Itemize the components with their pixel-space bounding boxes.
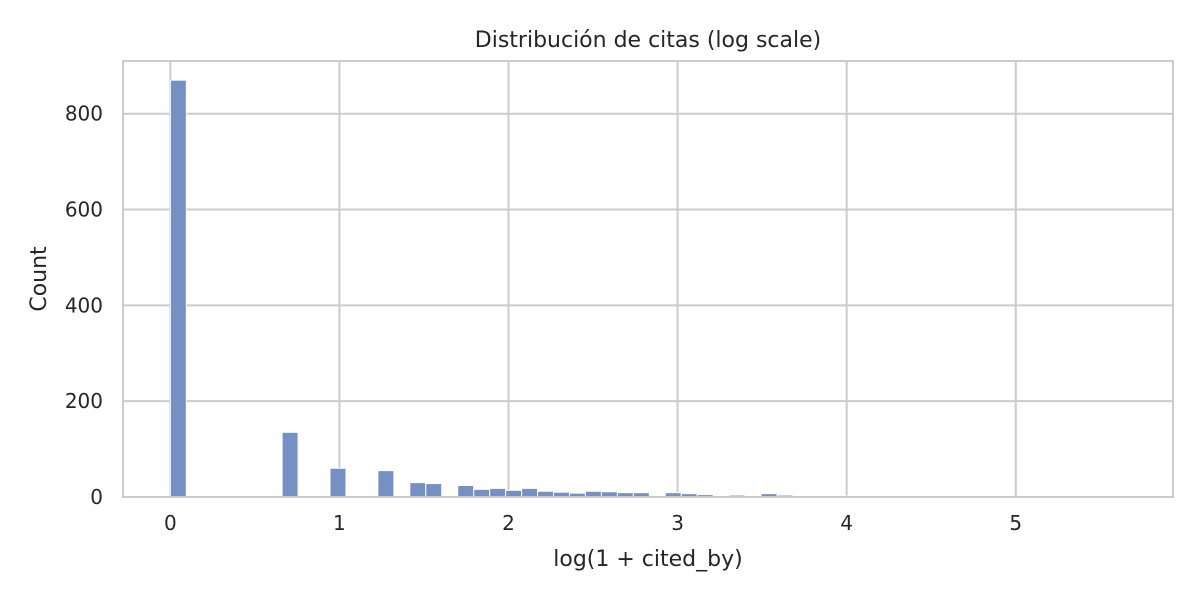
y-tick-label-1: 200 <box>65 389 103 413</box>
x-axis-label: log(1 + cited_by) <box>553 547 742 572</box>
histogram-bar <box>377 470 395 498</box>
x-tick-label-0: 0 <box>164 511 177 535</box>
histogram-bar <box>473 488 491 498</box>
histogram-bar <box>457 485 475 498</box>
y-tick-label-0: 0 <box>90 485 103 509</box>
histogram-bar <box>489 487 507 498</box>
histogram-bar <box>409 482 427 498</box>
y-axis-label: Count <box>27 246 52 312</box>
x-tick-label-4: 4 <box>840 511 853 535</box>
histogram-bar <box>521 487 539 498</box>
x-tick-label-5: 5 <box>1009 511 1022 535</box>
x-axis-ticks: 0 1 2 3 4 5 <box>164 511 1022 535</box>
y-tick-label-3: 600 <box>65 198 103 222</box>
y-tick-label-2: 400 <box>65 293 103 317</box>
histogram-bar <box>281 431 299 498</box>
x-tick-label-3: 3 <box>671 511 684 535</box>
chart-title: Distribución de citas (log scale) <box>475 28 821 53</box>
grid <box>123 61 1173 498</box>
histogram-bar <box>329 467 347 498</box>
plot-area-frame <box>122 60 1174 498</box>
histogram-bar <box>505 489 523 498</box>
histogram-bars <box>169 79 1145 498</box>
x-tick-label-1: 1 <box>333 511 346 535</box>
y-axis-ticks: 0 200 400 600 800 <box>65 102 103 509</box>
x-tick-label-2: 2 <box>502 511 515 535</box>
histogram-bar <box>169 79 187 498</box>
histogram-bar <box>425 483 443 498</box>
y-tick-label-4: 800 <box>65 102 103 126</box>
